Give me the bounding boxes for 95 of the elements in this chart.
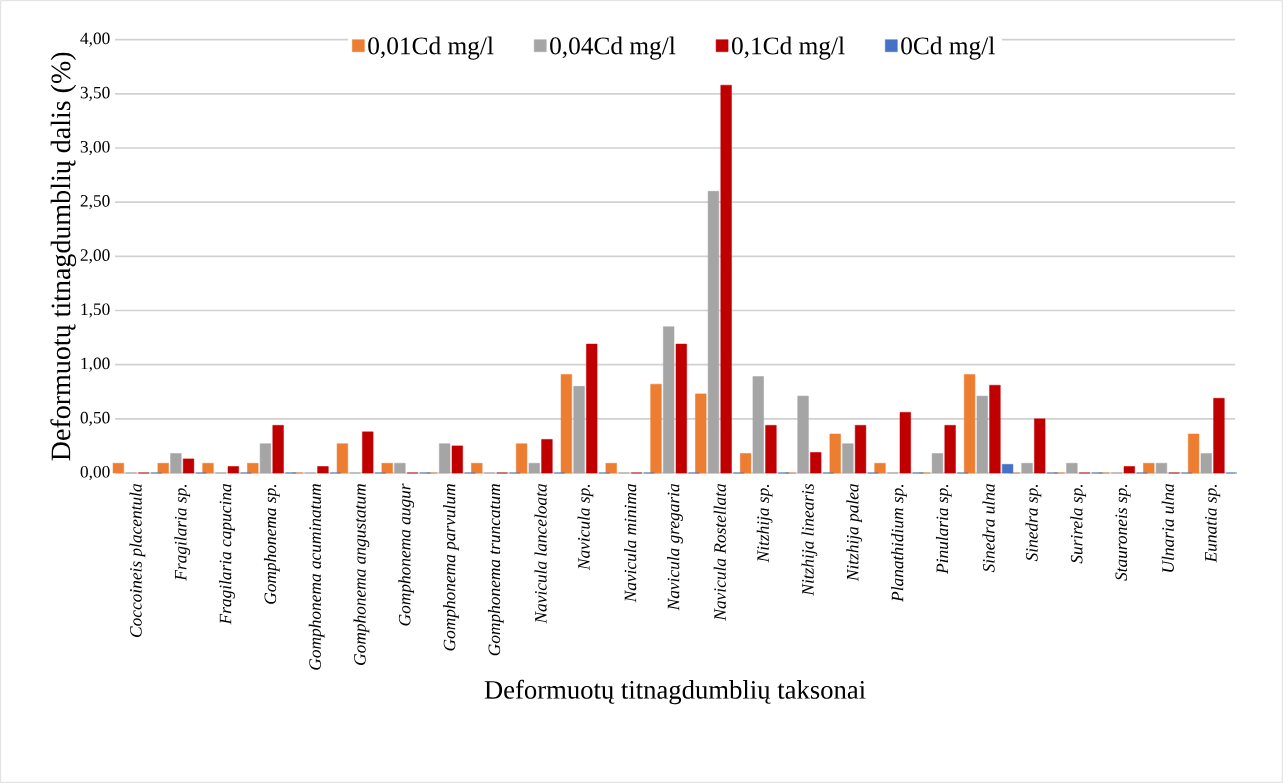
x-tick-label: Stauroneis sp. [1115, 484, 1131, 581]
x-tick-label: Coccoineis placentula [129, 484, 146, 637]
y-tick-label: 4,00 [80, 32, 110, 47]
x-tick-label: Navicula minima [624, 484, 637, 603]
bar [707, 191, 720, 474]
bar [336, 443, 349, 474]
bar [810, 452, 822, 474]
bar [1123, 466, 1135, 474]
x-tick-label: Gomphonema acuminatum [308, 484, 325, 670]
bar [1143, 462, 1155, 474]
x-tick-label: Gomphonema truncatum [487, 484, 504, 656]
x-tick-label: Fragilaria sp. [174, 484, 191, 581]
bar [874, 462, 886, 474]
bar [765, 425, 777, 474]
y-tick-label: 0,00 [80, 465, 110, 481]
bar [1002, 464, 1014, 474]
bar [586, 343, 598, 474]
y-axis-title: Deformuotų titnagdumblių dalis (%) [50, 52, 77, 461]
y-tick-label: 2,00 [80, 249, 110, 264]
bar [829, 433, 841, 474]
x-tick-label: Ulnaria ulna [1161, 484, 1174, 572]
x-tick-label: Sinedra ulna [982, 484, 995, 573]
bar [1155, 462, 1168, 474]
y-tick-label: 3,50 [80, 86, 110, 101]
bar [675, 343, 687, 474]
bar [439, 443, 451, 474]
legend-label: 0,1Cd mg/l [731, 36, 845, 60]
bar [663, 326, 675, 474]
x-tick-label: Eunatia sp. [1205, 484, 1221, 563]
x-tick-label: Gomphonema parvulum [443, 484, 459, 651]
bar [1034, 418, 1046, 474]
bar [259, 443, 272, 474]
bar [362, 431, 374, 474]
bar [931, 453, 944, 474]
bar [740, 453, 752, 474]
bar [227, 466, 239, 474]
bar [752, 376, 764, 474]
x-tick-label: Navicula Rostellata [713, 484, 726, 621]
bar [842, 443, 854, 474]
bar [1188, 433, 1200, 474]
bar [112, 462, 124, 474]
bar [560, 374, 573, 474]
legend-label: 0,04Cd mg/l [550, 36, 676, 60]
bar [471, 462, 483, 474]
bar [944, 425, 956, 474]
bar [182, 458, 195, 474]
bar [272, 425, 284, 474]
x-tick-label: Gomphonema sp. [263, 485, 280, 604]
legend-label: 0,01Cd mg/l [368, 36, 494, 60]
bar [247, 462, 259, 474]
x-tick-label: Navicula gregaria [667, 484, 683, 611]
bar [1021, 462, 1033, 474]
x-tick-label: Planathidium sp. [891, 484, 907, 602]
y-tick-label: 1,00 [81, 357, 110, 372]
x-tick-label: Nitzhija palea [846, 484, 863, 582]
bar [605, 462, 617, 474]
x-tick-label: Sinedra sp. [1025, 484, 1042, 562]
x-tick-label: Navicula sp. [577, 484, 594, 571]
bar [516, 443, 528, 474]
x-tick-label: Pinularia sp. [935, 484, 952, 575]
bar [202, 462, 214, 474]
bar [573, 386, 585, 474]
bar [989, 384, 1001, 474]
x-axis-title: Deformuotų titnagdumblių taksonai [484, 679, 866, 705]
bar [394, 462, 406, 474]
bar [720, 84, 732, 474]
bar [317, 466, 329, 474]
bar [1213, 397, 1225, 474]
bar [797, 395, 809, 474]
bar [899, 412, 911, 474]
bar [170, 453, 182, 474]
bar [381, 462, 393, 474]
bar [1066, 462, 1078, 474]
x-tick-label: Gomphonema angustatum [353, 484, 370, 665]
bar [451, 445, 463, 474]
y-tick-label: 0,50 [80, 411, 110, 426]
y-tick-label: 3,00 [80, 140, 110, 156]
bar [695, 393, 707, 474]
x-tick-label: Gomphonema augur [398, 483, 415, 626]
bar [1200, 453, 1212, 474]
x-tick-label: Surirela sp. [1070, 484, 1087, 564]
x-tick-label: Navicula lanceloata [534, 484, 547, 624]
x-tick-label: Nitzhija sp. [756, 484, 773, 563]
bar [650, 383, 662, 474]
y-tick-label: 2,50 [80, 195, 110, 210]
legend-label: 0Cd mg/l [901, 36, 995, 60]
bar [541, 439, 553, 474]
bar [964, 374, 976, 474]
bar [528, 462, 540, 474]
bar [157, 462, 169, 474]
y-tick-label: 1,50 [81, 303, 110, 318]
x-tick-label: Fragilaria capucina [219, 484, 235, 625]
bar [854, 425, 867, 474]
bar [976, 395, 988, 474]
x-tick-label: Nitzhija linearis [801, 483, 818, 596]
